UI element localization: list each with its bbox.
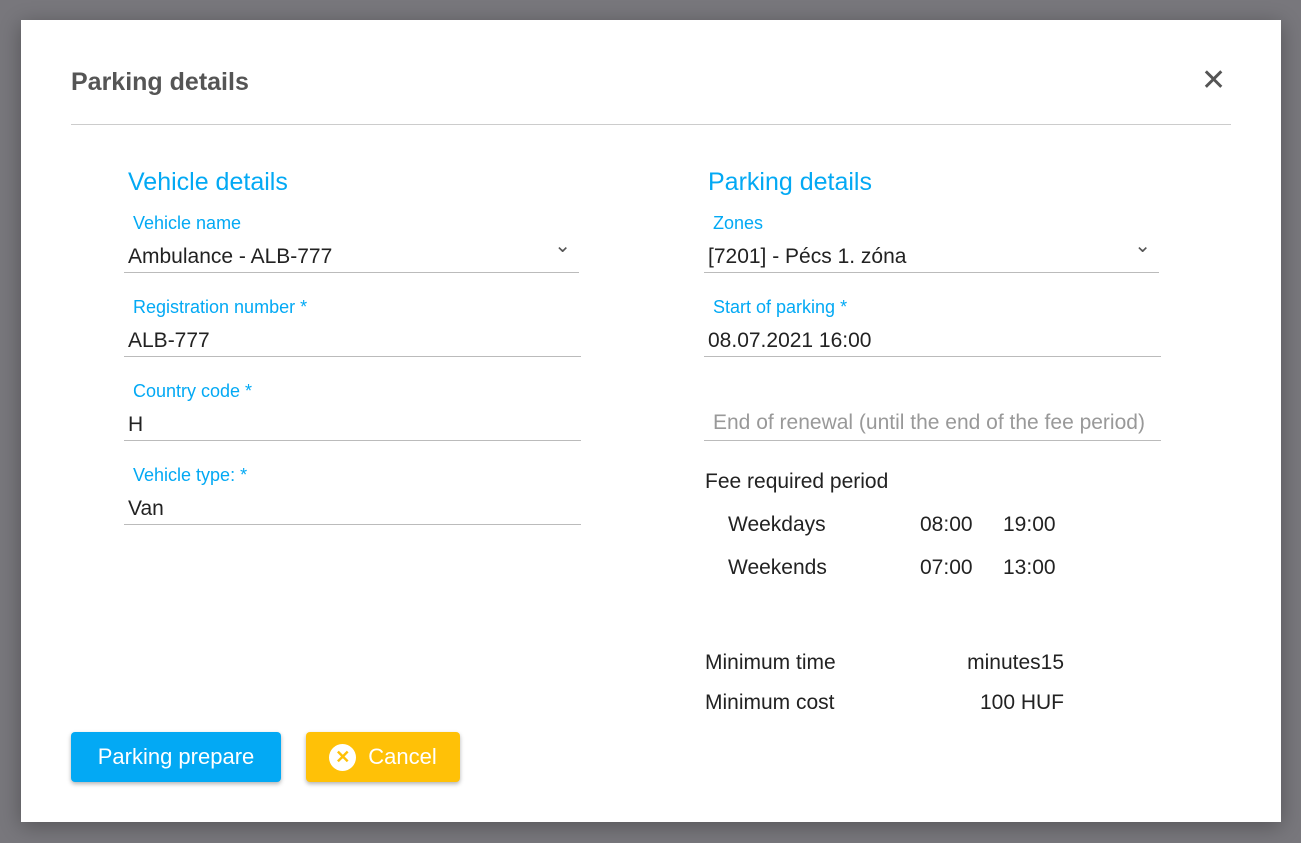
- registration-value: ALB-777: [128, 329, 210, 352]
- cancel-label: Cancel: [368, 744, 437, 769]
- vehicle-type-field[interactable]: Vehicle type: * Van: [124, 465, 581, 525]
- country-code-field[interactable]: Country code * H: [124, 381, 581, 441]
- minimum-time-value: minutes15: [967, 651, 1064, 674]
- country-code-value: H: [128, 413, 144, 436]
- end-of-renewal-field[interactable]: End of renewal (until the end of the fee…: [704, 381, 1161, 441]
- dialog-title: Parking details: [71, 68, 249, 96]
- zones-select[interactable]: Zones [7201] - Pécs 1. zóna ⌄: [704, 213, 1159, 273]
- fee-to: 13:00: [1003, 556, 1056, 579]
- registration-number-field[interactable]: Registration number * ALB-777: [124, 297, 581, 357]
- parking-prepare-label: Parking prepare: [97, 744, 255, 769]
- fee-from: 08:00: [920, 513, 973, 536]
- vehicle-name-label: Vehicle name: [133, 213, 242, 233]
- fee-day: Weekdays: [728, 513, 826, 536]
- vehicle-details-heading: Vehicle details: [128, 168, 288, 196]
- close-icon[interactable]: ✕: [1201, 64, 1227, 97]
- parking-details-dialog: Parking details ✕ Vehicle details Vehicl…: [21, 20, 1281, 822]
- chevron-down-icon: ⌄: [1134, 235, 1151, 257]
- start-label: Start of parking *: [713, 297, 848, 317]
- minimum-cost-label: Minimum cost: [705, 691, 835, 714]
- vehicle-type-value: Van: [128, 497, 164, 520]
- fee-day: Weekends: [728, 556, 827, 579]
- minimum-time-label: Minimum time: [705, 651, 836, 674]
- country-code-label: Country code *: [133, 381, 253, 401]
- chevron-down-icon: ⌄: [554, 235, 571, 257]
- zones-label: Zones: [713, 213, 764, 233]
- parking-details-heading: Parking details: [708, 168, 872, 196]
- fee-period-title: Fee required period: [705, 470, 889, 493]
- vehicle-type-label: Vehicle type: *: [133, 465, 248, 485]
- fee-to: 19:00: [1003, 513, 1056, 536]
- zones-value: [7201] - Pécs 1. zóna: [708, 245, 907, 268]
- vehicle-name-select[interactable]: Vehicle name Ambulance - ALB-777 ⌄: [124, 213, 579, 273]
- divider: [71, 124, 1231, 125]
- end-of-renewal-placeholder: End of renewal (until the end of the fee…: [713, 411, 1145, 434]
- fee-from: 07:00: [920, 556, 973, 579]
- vehicle-name-value: Ambulance - ALB-777: [128, 245, 333, 268]
- cancel-circle-icon: ✕: [329, 743, 357, 771]
- cancel-button[interactable]: ✕ Cancel: [306, 732, 460, 782]
- minimum-cost-value: 100 HUF: [979, 691, 1064, 714]
- start-of-parking-field[interactable]: Start of parking * 08.07.2021 16:00: [704, 297, 1161, 357]
- registration-label: Registration number *: [133, 297, 308, 317]
- parking-prepare-button[interactable]: Parking prepare: [71, 732, 281, 782]
- start-value: 08.07.2021 16:00: [708, 329, 872, 352]
